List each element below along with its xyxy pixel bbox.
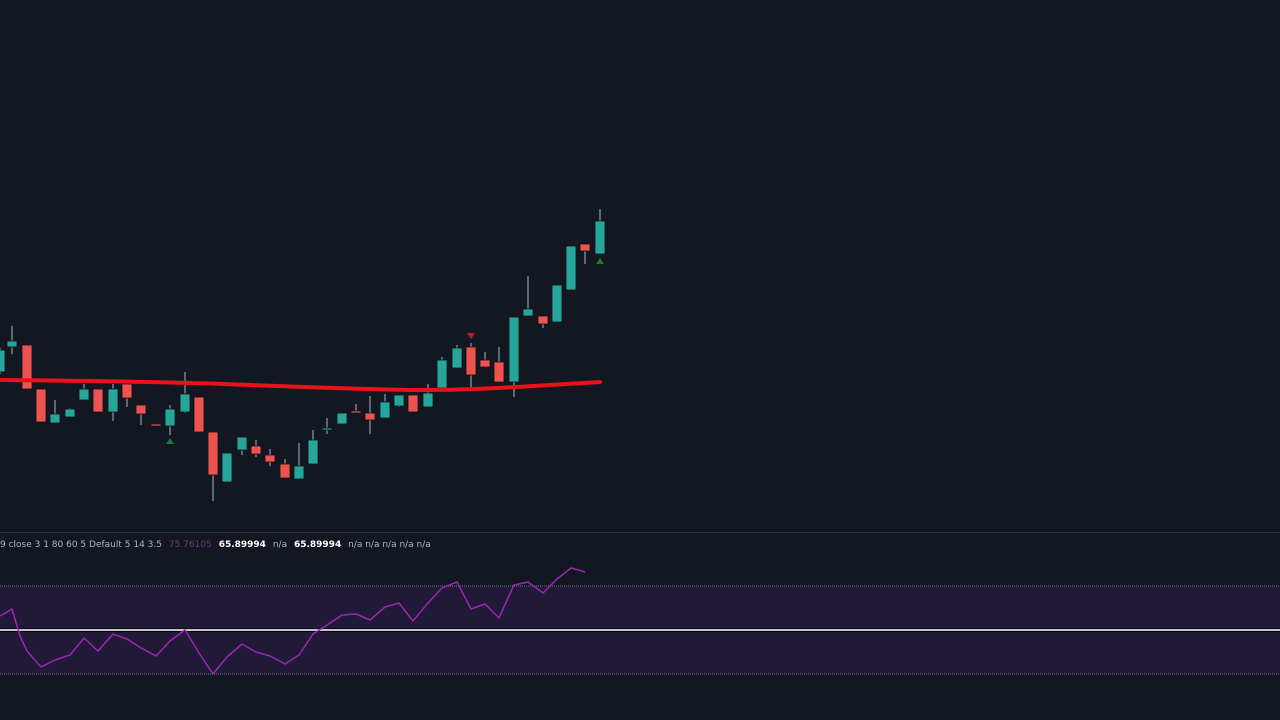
candle-down [21, 344, 33, 390]
indicator-na-1: n/a [272, 540, 288, 550]
candle-down [35, 388, 47, 423]
candle-up [0, 348, 6, 374]
price-chart-pane[interactable] [0, 0, 1280, 532]
candle-up [594, 209, 606, 255]
buy-signal-triangle-icon [166, 438, 174, 444]
candle-up [6, 326, 18, 354]
candle-down [250, 440, 262, 457]
candle-up [551, 284, 563, 323]
candle-down [92, 388, 104, 413]
candle-up [293, 443, 305, 480]
candle-up [422, 384, 434, 408]
candle-up [321, 418, 333, 434]
candle-up [393, 394, 405, 407]
pane-separator[interactable] [0, 532, 1280, 533]
candle-up [336, 412, 348, 425]
candle-up [107, 384, 119, 421]
candle-up [179, 372, 191, 413]
indicator-value-2: 65.89994 [293, 540, 342, 550]
moving-average-line [0, 378, 602, 393]
indicator-value-1: 65.89994 [218, 540, 266, 550]
candle-up [236, 436, 248, 455]
sell-signal-triangle-icon [467, 333, 475, 339]
candle-down [579, 243, 591, 264]
candle-down [493, 347, 505, 383]
candle-up [436, 357, 448, 389]
candle-down [207, 431, 219, 501]
candle-down [135, 404, 147, 425]
candle-down [465, 343, 477, 388]
candle-up [522, 276, 534, 317]
candle-down [407, 394, 419, 413]
rsi-chart[interactable] [0, 553, 1280, 693]
candle-up [164, 405, 176, 435]
candlestick-chart[interactable] [0, 0, 1280, 532]
candle-up [49, 400, 61, 424]
candle-down [350, 404, 362, 414]
indicator-params: 9 close 3 1 80 60 5 Default 5 14 3.5 [0, 540, 162, 550]
rsi-line [0, 567, 586, 675]
candle-up [508, 316, 520, 397]
indicator-legend: 9 close 3 1 80 60 5 Default 5 14 3.5 75.… [0, 539, 435, 551]
candle-down [121, 383, 133, 407]
candle-down [479, 352, 491, 368]
candle-down [537, 315, 549, 328]
candle-up [565, 245, 577, 291]
candle-up [451, 345, 463, 369]
indicator-na-rest: n/a n/a n/a n/a n/a [348, 540, 431, 550]
candle-up [64, 408, 76, 418]
candle-down [264, 449, 276, 466]
indicator-muted-value: 75.76105 [168, 540, 212, 550]
candle-up [221, 452, 233, 483]
candle-down [150, 423, 162, 427]
candle-down [279, 459, 291, 479]
candle-up [307, 430, 319, 465]
rsi-pane[interactable] [0, 553, 1280, 693]
candle-down [193, 396, 205, 433]
candle-up [379, 394, 391, 419]
candle-down [364, 396, 376, 434]
candle-up [78, 384, 90, 401]
buy-signal-triangle-icon [596, 258, 604, 264]
